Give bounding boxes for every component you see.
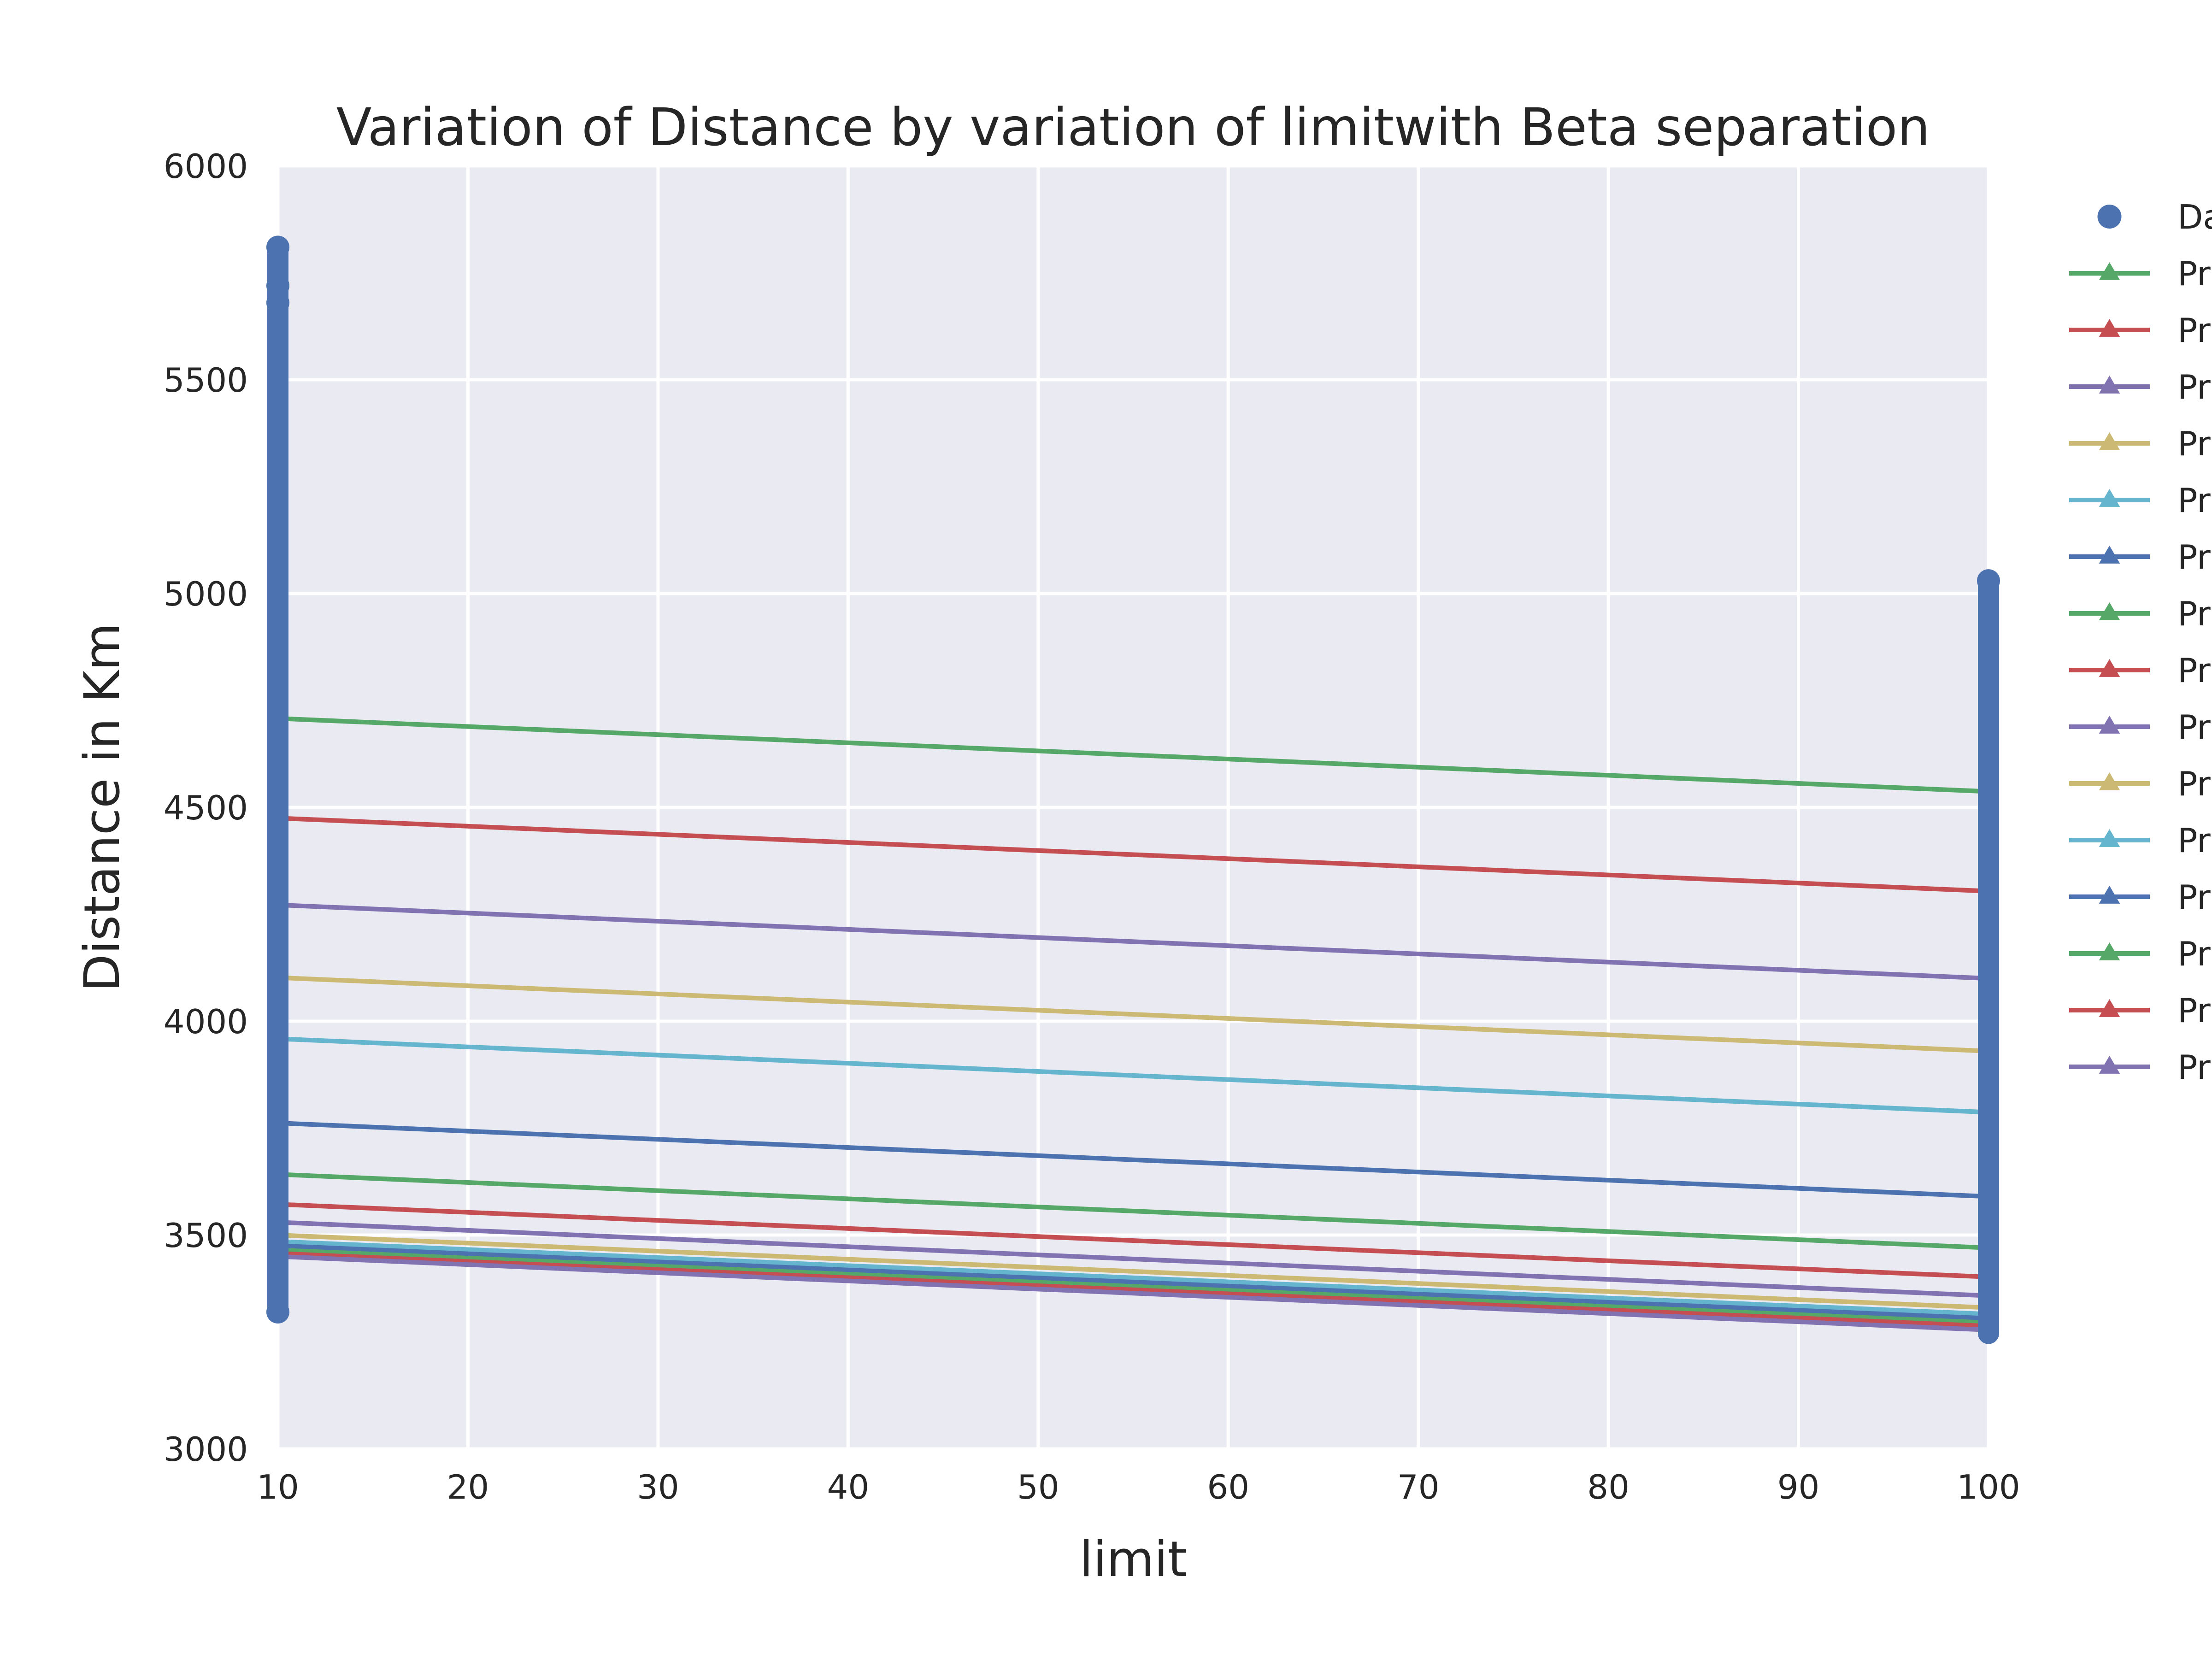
legend-entry: Pr (2069, 368, 2211, 406)
legend-entry-data: Da (2097, 198, 2212, 236)
legend-marker (2099, 432, 2120, 450)
legend-entry: Pr (2069, 1048, 2211, 1087)
legend-marker (2099, 1056, 2120, 1074)
legend-marker (2099, 772, 2120, 790)
legend-entry: Pr (2069, 765, 2211, 803)
legend-label: Pr (2177, 935, 2211, 973)
data-point (266, 1300, 289, 1324)
x-axis-label: limit (1079, 1531, 1187, 1588)
legend-entry: Pr (2069, 481, 2211, 520)
legend-label: Pr (2177, 254, 2211, 293)
data-point (1977, 569, 2000, 593)
legend-marker (2097, 205, 2122, 229)
legend-label: Pr (2177, 1048, 2211, 1087)
series-line (277, 816, 1989, 894)
series-line (277, 1233, 1989, 1310)
legend-label: Pr (2177, 424, 2211, 463)
x-tick-label: 20 (447, 1468, 489, 1506)
legend-label: Pr (2177, 538, 2211, 577)
legend-label: Pr (2177, 878, 2211, 917)
x-tick-label: 100 (1957, 1468, 2020, 1506)
legend-entry: Pr (2069, 991, 2211, 1030)
data-points (266, 235, 2000, 1344)
series-line (277, 1172, 1989, 1250)
legend-marker (2099, 886, 2120, 904)
legend-label: Pr (2177, 594, 2211, 633)
chart-title: Variation of Distance by variation of li… (336, 98, 1930, 158)
legend-marker (2099, 376, 2120, 394)
legend-label: Pr (2177, 481, 2211, 520)
series-line (277, 902, 1989, 981)
legend-label: Da (2177, 198, 2212, 236)
legend-entry: Pr (2069, 878, 2211, 917)
legend-label: Pr (2177, 821, 2211, 860)
series-line (277, 1243, 1989, 1321)
legend-marker (2099, 546, 2120, 564)
legend-marker (2099, 489, 2120, 507)
legend-marker (2099, 829, 2120, 847)
x-tick-label: 50 (1017, 1468, 1059, 1506)
y-tick-label: 5000 (164, 575, 248, 613)
x-tick-label: 90 (1777, 1468, 1820, 1506)
x-tick-label: 70 (1397, 1468, 1440, 1506)
x-tick-labels: 10 20 30 40 50 60 70 80 90 100 (257, 1468, 2020, 1506)
y-tick-label: 4500 (164, 788, 248, 827)
legend-entry: Pr (2069, 538, 2211, 577)
series-line (277, 1220, 1989, 1298)
legend-entry: Pr (2069, 821, 2211, 860)
series-line (277, 1239, 1989, 1317)
series-line (277, 1251, 1989, 1329)
y-axis-label: Distance in Km (74, 623, 130, 992)
legend-marker (2099, 716, 2120, 734)
series-line (277, 1254, 1989, 1333)
legend-entry: Pr (2069, 594, 2211, 633)
legend-entry: Pr (2069, 708, 2211, 747)
legend-entry: Pr (2069, 254, 2211, 293)
y-tick-label: 4000 (164, 1002, 248, 1041)
x-tick-label: 10 (257, 1468, 299, 1506)
x-tick-label: 30 (637, 1468, 679, 1506)
legend-label: Pr (2177, 991, 2211, 1030)
x-tick-label: 80 (1587, 1468, 1630, 1506)
legend-entry: Pr (2069, 935, 2211, 973)
legend-label: Pr (2177, 765, 2211, 803)
y-tick-labels: 3000 3500 4000 4500 5000 5500 6000 (164, 147, 248, 1469)
legend: Da Pr Pr Pr Pr Pr Pr Pr Pr Pr Pr Pr Pr Pr Pr Pr (2069, 198, 2212, 1087)
series-line (277, 1036, 1989, 1115)
y-tick-label: 6000 (164, 147, 248, 186)
legend-entry: Pr (2069, 651, 2211, 690)
legend-label: Pr (2177, 651, 2211, 690)
legend-marker (2099, 942, 2120, 960)
legend-label: Pr (2177, 311, 2211, 350)
series-line (277, 1247, 1989, 1325)
legend-marker (2099, 602, 2120, 620)
legend-marker (2099, 659, 2120, 677)
data-point (266, 274, 289, 297)
legend-marker (2099, 262, 2120, 280)
legend-label: Pr (2177, 368, 2211, 406)
legend-marker (2099, 999, 2120, 1017)
y-tick-label: 3000 (164, 1430, 248, 1469)
series-line (277, 716, 1989, 794)
legend-marker (2099, 319, 2120, 337)
series-line (277, 1202, 1989, 1279)
legend-entry: Pr (2069, 311, 2211, 350)
x-tick-label: 60 (1207, 1468, 1249, 1506)
series-line (277, 975, 1989, 1053)
data-point (266, 235, 289, 259)
y-tick-label: 5500 (164, 361, 248, 400)
legend-label: Pr (2177, 708, 2211, 747)
y-tick-label: 3500 (164, 1216, 248, 1255)
series-line (277, 1120, 1989, 1199)
x-tick-label: 40 (827, 1468, 870, 1506)
data-point (266, 291, 289, 314)
legend-entry: Pr (2069, 424, 2211, 463)
